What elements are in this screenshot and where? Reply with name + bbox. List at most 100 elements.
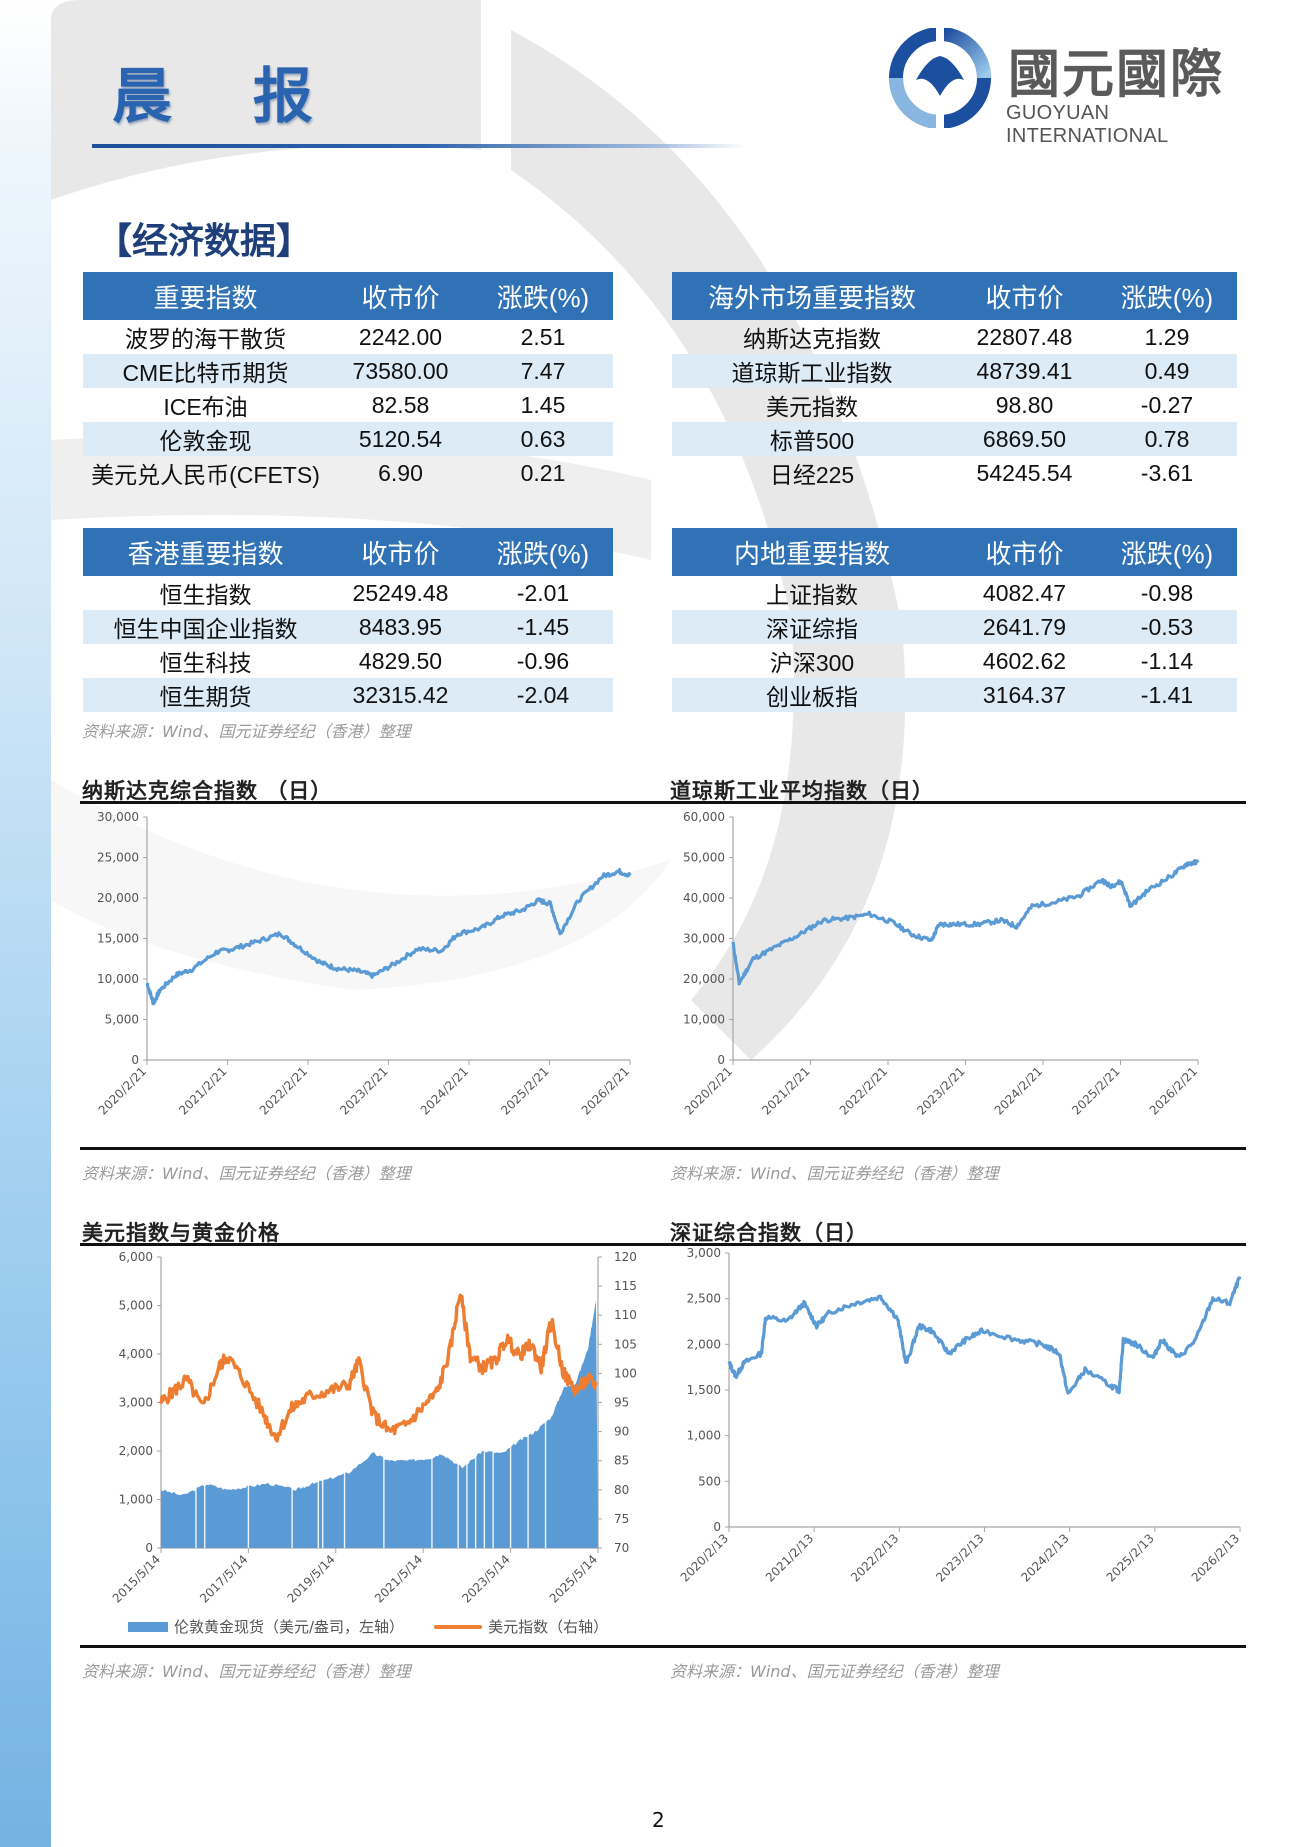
change-pct: -0.98 — [1140, 579, 1194, 606]
change-pct: -1.45 — [473, 610, 613, 644]
table-row: 恒生中国企业指数 8483.95 -1.45 — [83, 610, 613, 644]
svg-text:20,000: 20,000 — [683, 972, 725, 986]
svg-text:2026/2/13: 2026/2/13 — [1189, 1531, 1242, 1584]
source-note-nasdaq: 资料来源：Wind、国元证券经纪（香港）整理 — [82, 1164, 411, 1183]
close-price: 2641.79 — [952, 610, 1097, 644]
svg-text:20,000: 20,000 — [97, 891, 139, 905]
index-name: 恒生中国企业指数 — [83, 610, 328, 644]
svg-text:2021/2/21: 2021/2/21 — [759, 1064, 812, 1117]
svg-text:30,000: 30,000 — [683, 932, 725, 946]
change-pct: 2.51 — [520, 323, 566, 350]
svg-text:2024/2/21: 2024/2/21 — [418, 1064, 471, 1117]
column-header: 重要指数 — [83, 272, 328, 320]
close-price: 6.90 — [378, 459, 423, 486]
index-name: 恒生科技 — [159, 650, 252, 676]
close-price: 22807.48 — [976, 323, 1073, 350]
svg-text:2024/2/13: 2024/2/13 — [1018, 1531, 1071, 1584]
column-header: 收市价 — [328, 528, 473, 576]
index-name: 道琼斯工业指数 — [672, 354, 952, 388]
change-pct: 0.63 — [473, 422, 613, 456]
table-row: ICE布油 82.58 1.45 — [83, 388, 613, 422]
close-price: 3164.37 — [952, 678, 1097, 712]
column-header: 收市价 — [328, 272, 473, 320]
close-price: 2242.00 — [358, 323, 443, 350]
svg-text:90: 90 — [614, 1425, 629, 1439]
usd-gold-chart: 0 1,000 2,000 3,000 4,000 5,000 6,000 2015/5/14… — [110, 1250, 637, 1606]
index-name: 深证综指 — [672, 610, 952, 644]
legend-label-gold: 伦敦黄金现货（美元/盎司，左轴） — [174, 1618, 405, 1636]
svg-text:40,000: 40,000 — [683, 891, 725, 905]
close-price: 8483.95 — [328, 610, 473, 644]
close-price: 98.80 — [995, 391, 1054, 418]
svg-text:110: 110 — [614, 1308, 637, 1322]
chart-title-szse: 深证综合指数（日） — [670, 1221, 868, 1245]
svg-text:2023/2/13: 2023/2/13 — [933, 1531, 986, 1584]
svg-text:70: 70 — [614, 1541, 629, 1555]
svg-text:85: 85 — [614, 1454, 629, 1468]
svg-text:2020/2/21: 2020/2/21 — [682, 1064, 735, 1117]
table-row: 恒生科技 4829.50 -0.96 — [83, 644, 613, 678]
svg-text:2023/2/21: 2023/2/21 — [337, 1064, 390, 1117]
page-title: 晨 报 — [112, 62, 343, 132]
table-row: 沪深300 4602.62 -1.14 — [672, 644, 1237, 678]
svg-text:2,500: 2,500 — [687, 1292, 721, 1306]
svg-text:2021/5/14: 2021/5/14 — [372, 1552, 425, 1605]
svg-text:3,000: 3,000 — [687, 1248, 721, 1260]
chart-top-rule — [80, 801, 1246, 804]
table-row: 上证指数 4082.47 -0.98 — [672, 576, 1237, 610]
svg-text:2020/2/13: 2020/2/13 — [678, 1531, 731, 1584]
change-pct: 0.21 — [520, 459, 566, 486]
table-row: 纳斯达克指数 22807.48 1.29 — [672, 320, 1237, 354]
change-pct: -1.14 — [1140, 647, 1194, 674]
close-price: 6869.50 — [952, 422, 1097, 456]
close-price: 54245.54 — [976, 459, 1073, 486]
index-name: 恒生期货 — [83, 678, 328, 712]
index-name: 美元兑人民币(CFETS) — [91, 462, 320, 488]
column-header: 海外市场重要指数 — [672, 272, 952, 320]
svg-text:15,000: 15,000 — [97, 932, 139, 946]
nasdaq-chart: 0 5,000 10,000 15,000 20,000 25,000 30,000 2020… — [96, 810, 632, 1118]
svg-text:2025/2/13: 2025/2/13 — [1104, 1531, 1157, 1584]
close-price: 4829.50 — [358, 647, 443, 674]
svg-text:100: 100 — [614, 1366, 637, 1380]
svg-text:1,000: 1,000 — [119, 1493, 153, 1507]
change-pct: 0.78 — [1097, 422, 1237, 456]
index-name: 波罗的海干散货 — [125, 326, 286, 352]
change-pct: -2.04 — [473, 678, 613, 712]
dow-chart: 0 10,000 20,000 30,000 40,000 50,000 60,000 202… — [682, 810, 1200, 1118]
svg-text:5,000: 5,000 — [105, 1013, 139, 1027]
svg-text:1,500: 1,500 — [687, 1383, 721, 1397]
index-name: 沪深300 — [769, 650, 855, 676]
table-row: 道琼斯工业指数 48739.41 0.49 — [672, 354, 1237, 388]
close-price: 32315.42 — [328, 678, 473, 712]
svg-text:2024/2/21: 2024/2/21 — [992, 1064, 1045, 1117]
close-price: 4082.47 — [982, 579, 1067, 606]
table-row: 恒生指数 25249.48 -2.01 — [83, 576, 613, 610]
source-note-usd-gold: 资料来源：Wind、国元证券经纪（香港）整理 — [82, 1662, 411, 1681]
svg-text:2022/2/21: 2022/2/21 — [837, 1064, 890, 1117]
table-row: 波罗的海干散货 2242.00 2.51 — [83, 320, 613, 354]
index-name: 纳斯达克指数 — [743, 326, 881, 352]
close-price: 25249.48 — [352, 579, 449, 606]
logo-english-name: GUOYUAN INTERNATIONAL — [1006, 102, 1169, 147]
svg-text:30,000: 30,000 — [97, 810, 139, 824]
svg-text:6,000: 6,000 — [119, 1250, 153, 1264]
column-header: 收市价 — [952, 528, 1097, 576]
column-header: 涨跌(%) — [1097, 528, 1237, 576]
logo-chinese-name: 國元國際 — [1008, 45, 1225, 105]
index-name: 标普500 — [672, 422, 952, 456]
svg-text:2023/2/21: 2023/2/21 — [914, 1064, 967, 1117]
table-row: 创业板指 3164.37 -1.41 — [672, 678, 1237, 712]
svg-text:2,000: 2,000 — [687, 1337, 721, 1351]
svg-text:25,000: 25,000 — [97, 851, 139, 865]
svg-text:2019/5/14: 2019/5/14 — [285, 1552, 338, 1605]
svg-text:2022/2/21: 2022/2/21 — [257, 1064, 310, 1117]
index-name: 创业板指 — [672, 678, 952, 712]
svg-text:95: 95 — [614, 1396, 629, 1410]
svg-text:0: 0 — [131, 1053, 139, 1067]
chart-title-dow: 道琼斯工业平均指数（日） — [670, 779, 934, 803]
svg-text:5,000: 5,000 — [119, 1299, 153, 1313]
change-pct: -0.96 — [516, 647, 570, 674]
change-pct: -2.01 — [516, 579, 570, 606]
svg-text:3,000: 3,000 — [119, 1396, 153, 1410]
